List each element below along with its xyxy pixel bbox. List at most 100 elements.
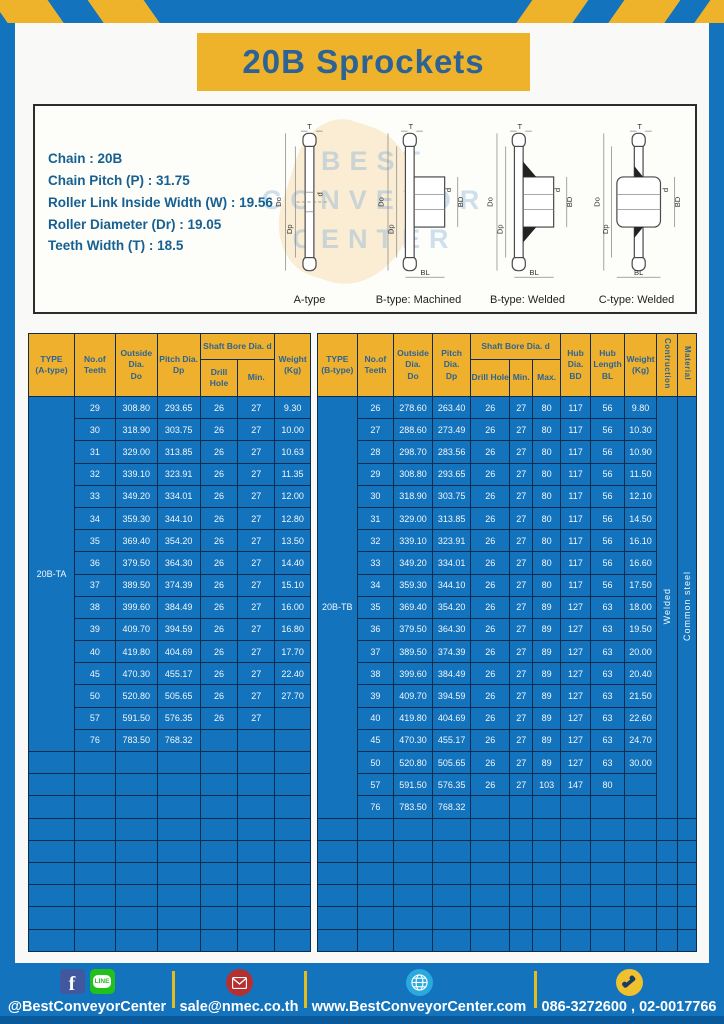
sprocket-drawing-icon: T Do Dp d BD BL [486, 122, 574, 278]
table-cell: 26 [199, 684, 239, 708]
table-cell: 50 [356, 750, 395, 775]
table-cell [356, 817, 395, 841]
table-cell: 27 [237, 418, 276, 442]
table-cell [73, 928, 116, 952]
table-cell: 470.30 [393, 728, 433, 753]
spec-line: Roller Link Inside Width (W) : 19.56 [48, 194, 273, 210]
table-cell [237, 817, 276, 841]
table-cell [532, 884, 561, 908]
table-cell [393, 817, 433, 841]
table-cell: 36 [356, 617, 395, 642]
table-cell [623, 817, 658, 841]
table-cell: 27 [237, 573, 276, 597]
table-cell [623, 773, 658, 797]
table-cell: 27 [237, 684, 276, 708]
table-cell: 26 [470, 595, 511, 619]
table-cell [73, 839, 116, 863]
chain-spec-lines: Chain : 20B Chain Pitch (P) : 31.75 Roll… [48, 148, 273, 257]
table-cell: 127 [559, 750, 592, 775]
table-cell [199, 839, 239, 863]
empty-table-row [28, 839, 311, 863]
table-cell [393, 839, 433, 863]
table-cell [676, 928, 698, 952]
table-cell: 263.40 [431, 395, 472, 420]
table-cell: 19.50 [623, 617, 658, 642]
col-header-teeth: No.of Teeth [356, 333, 395, 397]
table-cell: 27 [509, 418, 534, 442]
table-cell: 89 [532, 684, 561, 708]
table-cell: 80 [532, 506, 561, 531]
table-cell: 404.69 [431, 706, 472, 730]
table-cell: 36 [73, 551, 116, 575]
table-cell: 24.70 [623, 728, 658, 753]
svg-text:Do: Do [377, 197, 386, 207]
table-cell: 27 [509, 506, 534, 531]
table-cell: 28 [356, 440, 395, 464]
table-a-body: 20B-TA 29 308.80 293.65 26 27 9.30 30 318.90 303.… [28, 395, 311, 952]
table-cell: 127 [559, 662, 592, 686]
table-cell [237, 884, 276, 908]
sprocket-diagram-c-welded: T Do Dp d BD BL C-type: Welded [582, 110, 691, 309]
table-cell [470, 928, 511, 952]
table-cell: 39 [73, 617, 116, 642]
table-row: 35 369.40 354.20 26 27 13.50 [29, 529, 311, 553]
table-cell: 32 [356, 529, 395, 553]
table-cell: 27 [237, 551, 276, 575]
table-cell: 56 [590, 418, 625, 442]
table-cell [509, 839, 534, 863]
table-cell: 27 [509, 684, 534, 708]
svg-text:Dp: Dp [386, 224, 395, 234]
table-row: 40 419.80 404.69 26 27 89 127 63 22.60 [318, 706, 697, 730]
page-title: 20B Sprockets [242, 43, 485, 80]
table-cell: 33 [73, 484, 116, 508]
table-cell: 12.00 [274, 484, 311, 508]
empty-table-row [28, 795, 311, 819]
table-cell: 10.90 [623, 440, 658, 464]
stripe-decoration [691, 0, 724, 23]
table-row: 36 379.50 364.30 26 27 89 127 63 19.50 [318, 617, 697, 642]
table-cell [590, 928, 625, 952]
table-cell: 11.35 [274, 462, 311, 486]
stripe-decoration [85, 0, 163, 23]
table-cell [317, 928, 358, 952]
table-cell [590, 817, 625, 841]
table-cell: 389.50 [393, 640, 433, 664]
table-cell [73, 884, 116, 908]
table-cell: 283.56 [431, 440, 472, 464]
table-cell: 349.20 [393, 551, 433, 575]
table-cell [199, 861, 239, 886]
table-cell: 323.91 [156, 462, 201, 486]
table-cell [656, 839, 678, 863]
table-cell [114, 861, 158, 886]
table-cell: 26 [199, 573, 239, 597]
table-cell: 26 [199, 706, 239, 730]
table-cell: 50 [73, 684, 116, 708]
table-cell [559, 861, 592, 886]
table-cell: 30 [356, 484, 395, 508]
table-cell: 576.35 [156, 706, 201, 730]
table-cell: 17.50 [623, 573, 658, 597]
table-cell [156, 817, 201, 841]
empty-table-row [28, 773, 311, 797]
table-cell [623, 795, 658, 819]
table-cell: 293.65 [431, 462, 472, 486]
table-row: 32 339.10 323.91 26 27 80 117 56 16.10 [318, 529, 697, 553]
footer-phone-item: 086-3272600 , 02-0017766 [540, 969, 718, 1015]
table-cell [28, 773, 75, 797]
footer-bottom-strip [0, 1016, 724, 1024]
table-cell: 45 [356, 728, 395, 753]
empty-table-row [317, 928, 698, 952]
table-cell: 455.17 [431, 728, 472, 753]
table-b: TYPE (B-type) No.of Teeth Outside Dia. Do Pi… [317, 333, 698, 952]
table-cell: 12.10 [623, 484, 658, 508]
empty-table-row [317, 884, 698, 908]
table-cell: 591.50 [393, 773, 433, 797]
table-row: 39 409.70 394.59 26 27 16.80 [29, 617, 311, 642]
title-banner: 20B Sprockets [197, 33, 530, 91]
table-cell: 26 [470, 750, 511, 775]
sprocket-drawing-icon: T Do Dp d [274, 122, 327, 272]
table-cell [532, 861, 561, 886]
table-cell: 27 [509, 750, 534, 775]
table-cell: 31 [73, 440, 116, 464]
svg-text:BL: BL [420, 268, 429, 277]
